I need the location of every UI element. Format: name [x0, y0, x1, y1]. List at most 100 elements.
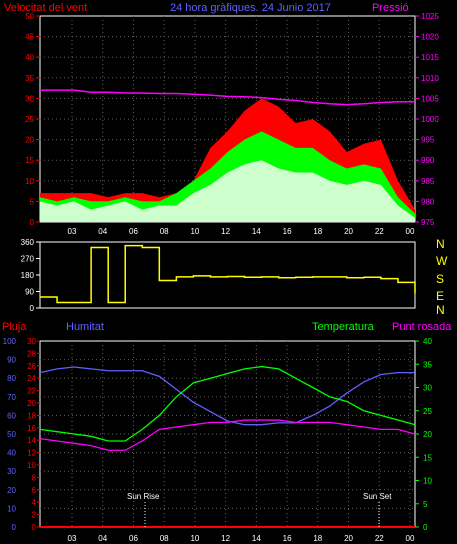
x-tick-label: 20	[344, 534, 353, 543]
temperature-title: Temperatura	[312, 321, 375, 333]
rain-tick-label: 6	[32, 486, 37, 495]
x-tick-label: 03	[68, 227, 77, 236]
temp-tick-label: 5	[423, 500, 428, 509]
x-tick-label: 06	[129, 534, 138, 543]
wind-direction-panel: 0 90 180 270 360	[21, 238, 416, 313]
series-temperatura	[39, 365, 416, 442]
y-tick-label-right: 975	[421, 218, 435, 227]
y-tick-label-left: 20	[25, 136, 34, 145]
y-tick-label: 270	[21, 255, 35, 264]
y-tick-label-right: 990	[421, 156, 435, 165]
humidity-tick-label: 60	[7, 411, 16, 420]
y-tick-label-left: 25	[25, 115, 34, 124]
temp-tick-label: 30	[423, 384, 432, 393]
y-tick-label-right: 995	[421, 136, 435, 145]
x-tick-label: 16	[283, 534, 292, 543]
x-tick-label: 16	[283, 227, 292, 236]
pressure-title: Pressió	[372, 2, 409, 14]
rain-title: Pluja	[2, 321, 27, 333]
y-tick-label-right: 1025	[421, 12, 439, 21]
wind-speed-title: Velocitat del vent	[4, 2, 87, 14]
rain-tick-label: 8	[32, 473, 37, 482]
series-punt_rosada	[39, 419, 416, 451]
rain-tick-label: 12	[27, 449, 36, 458]
rain-tick-label: 18	[27, 411, 36, 420]
humidity-tick-label: 40	[7, 449, 16, 458]
rain-tick-label: 20	[27, 399, 36, 408]
x-tick-label: 06	[129, 227, 138, 236]
series-direction	[40, 244, 416, 304]
x-tick-label: 03	[68, 534, 77, 543]
x-tick-label: 10	[190, 227, 199, 236]
y-tick-label: 90	[25, 288, 34, 297]
humidity-tick-label: 80	[7, 374, 16, 383]
x-tick-label: 04	[98, 227, 107, 236]
y-tick-label: 0	[30, 304, 35, 313]
sun-rise-marker: Sun Rise	[127, 492, 160, 527]
y-tick-label-left: 45	[25, 33, 34, 42]
x-tick-label: 22	[375, 534, 384, 543]
x-tick-label: 20	[344, 227, 353, 236]
compass-label: W	[436, 254, 448, 268]
rain-tick-label: 14	[27, 436, 36, 445]
wind-pressure-panel: 0510152025303540455097598098599099510001…	[25, 12, 439, 236]
y-tick-label-right: 1015	[421, 53, 439, 62]
temp-tick-label: 25	[423, 407, 432, 416]
compass-label: N	[436, 237, 445, 251]
compass-label: S	[436, 272, 444, 286]
humidity-tick-label: 50	[7, 430, 16, 439]
y-tick-label-right: 1000	[421, 115, 439, 124]
y-tick-label-right: 1020	[421, 33, 439, 42]
humidity-title: Humitat	[66, 321, 104, 333]
x-tick-label: 08	[160, 534, 169, 543]
y-tick-label-left: 40	[25, 53, 34, 62]
x-tick-label: 18	[313, 534, 322, 543]
rain-tick-label: 16	[27, 424, 36, 433]
y-tick-label-right: 985	[421, 177, 435, 186]
rain-tick-label: 30	[27, 337, 36, 346]
y-tick-label-right: 1010	[421, 74, 439, 83]
temp-tick-label: 35	[423, 360, 432, 369]
y-tick-label-left: 50	[25, 12, 34, 21]
humidity-tick-label: 10	[7, 504, 16, 513]
y-tick-label-left: 0	[30, 218, 35, 227]
y-tick-label-left: 10	[25, 177, 34, 186]
humidity-tick-label: 0	[12, 523, 17, 532]
rain-tick-label: 10	[27, 461, 36, 470]
temp-tick-label: 10	[423, 477, 432, 486]
rain-tick-label: 4	[32, 498, 37, 507]
rain-tick-label: 22	[27, 387, 36, 396]
sun-set-label: Sun Set	[363, 492, 392, 501]
x-tick-label: 08	[160, 227, 169, 236]
rain-tick-label: 2	[32, 511, 37, 520]
y-tick-label-left: 5	[30, 197, 35, 206]
x-tick-label: 14	[252, 534, 261, 543]
y-tick-label-left: 35	[25, 74, 34, 83]
y-tick-label-right: 980	[421, 197, 435, 206]
y-tick-label-right: 1005	[421, 94, 439, 103]
y-tick-label-left: 30	[25, 94, 34, 103]
series-pressure	[40, 89, 415, 106]
chart-title: 24 hora gràfiques. 24 Junio 2017	[170, 2, 331, 14]
x-tick-label: 00	[406, 534, 415, 543]
x-tick-label: 10	[190, 534, 199, 543]
sun-set-marker: Sun Set	[363, 492, 392, 527]
humidity-tick-label: 30	[7, 467, 16, 476]
series-speed	[40, 160, 415, 222]
humidity-tick-label: 90	[7, 356, 16, 365]
rain-tick-label: 28	[27, 349, 36, 358]
compass-label: E	[436, 289, 444, 303]
rain-tick-label: 0	[32, 523, 37, 532]
x-tick-label: 22	[375, 227, 384, 236]
x-tick-label: 14	[252, 227, 261, 236]
rain-tick-label: 26	[27, 362, 36, 371]
panel2-frame	[39, 241, 416, 309]
x-tick-label: 12	[221, 534, 230, 543]
x-tick-label: 18	[313, 227, 322, 236]
series-humitat	[39, 366, 415, 426]
y-tick-label-left: 15	[25, 156, 34, 165]
humidity-tick-label: 70	[7, 393, 16, 402]
rain-tick-label: 24	[27, 374, 36, 383]
